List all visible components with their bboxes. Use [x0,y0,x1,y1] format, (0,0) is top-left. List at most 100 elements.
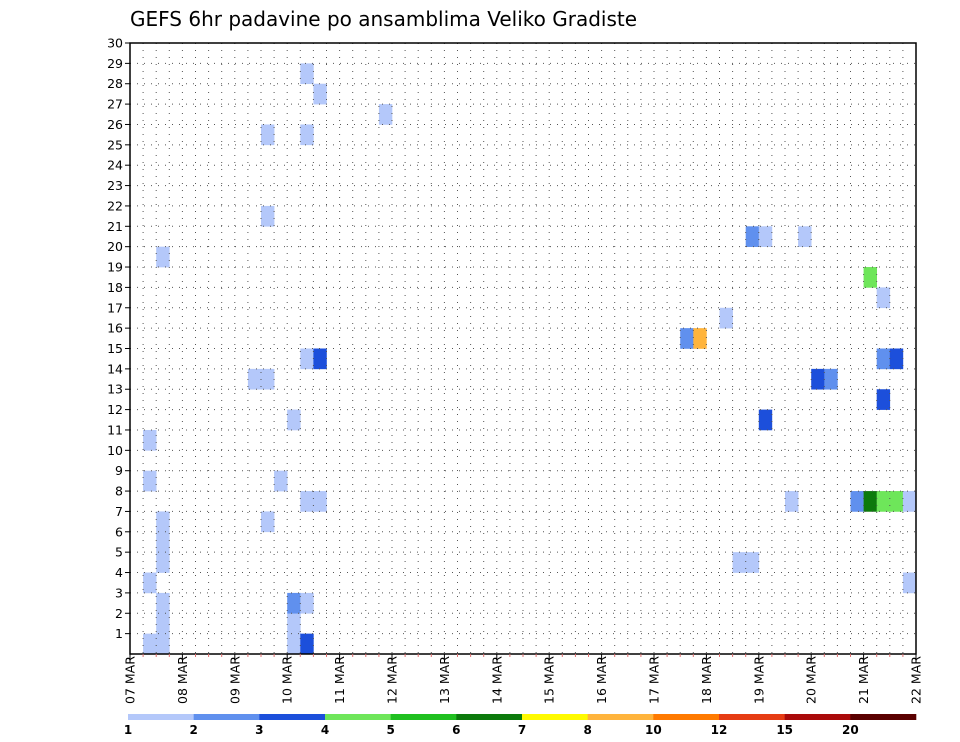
precip-cell [785,491,799,512]
y-tick-label: 8 [115,484,123,499]
precip-cell [850,491,864,512]
legend-label: 6 [452,723,460,737]
legend-swatch [259,714,326,720]
y-tick-label: 30 [107,36,123,51]
y-tick-label: 5 [115,545,123,560]
precip-cell [300,348,314,370]
precip-cell [143,429,157,451]
y-tick-label: 27 [107,97,123,112]
legend-label: 20 [842,723,859,737]
x-tick-label: 11 MAR [332,656,347,704]
precip-cell [156,633,170,655]
precip-cell [156,246,170,268]
precip-cell [313,491,327,512]
precip-cell [261,511,275,533]
precip-cell [300,124,314,146]
legend-swatch [193,714,260,720]
y-tick-label: 29 [107,56,123,71]
y-tick-label: 25 [107,137,123,152]
precip-cell [745,552,760,573]
y-tick-label: 15 [107,341,123,356]
x-axis: 07 MAR 08 MAR 09 MAR 10 MAR 11 MAR 12 MAR 13 M… [123,654,924,704]
precip-cell [902,491,917,512]
precip-cell [811,368,825,390]
x-tick-label: 16 MAR [594,656,609,704]
precip-cell [902,572,917,594]
chart-title: GEFS 6hr padavine po ansamblima Veliko G… [130,7,637,31]
legend-swatch [850,714,917,720]
y-tick-label: 1 [115,626,123,641]
y-tick-label: 17 [107,300,123,315]
y-tick-label: 22 [107,198,123,213]
y-tick-label: 11 [107,422,123,437]
precip-cell [889,348,904,370]
precip-cell [274,470,288,492]
legend-swatch [587,714,654,720]
y-tick-label: 10 [107,443,123,458]
x-tick-label: 17 MAR [647,656,662,704]
legend-swatch [128,714,194,720]
precip-cell [300,592,314,614]
precip-cell [156,552,170,573]
y-tick-label: 9 [115,463,123,478]
precip-cell [876,348,891,370]
legend-swatch [456,714,523,720]
data-cells [143,63,917,655]
x-tick-label: 20 MAR [804,656,819,704]
legend-swatch [719,714,785,720]
y-tick-label: 3 [115,585,123,600]
y-tick-label: 6 [115,524,123,539]
x-tick-label: 09 MAR [227,656,242,704]
y-tick-label: 12 [107,402,123,417]
precip-cell [876,287,891,309]
y-tick-label: 4 [115,565,123,580]
precip-cell [758,409,773,431]
precip-cell [863,491,877,512]
x-tick-label: 19 MAR [751,656,766,704]
precip-cell [143,572,157,594]
precip-cell [876,389,891,410]
legend-swatch [653,714,720,720]
precip-cell [693,328,707,349]
precip-cell [758,226,773,247]
legend-label: 15 [776,723,793,737]
y-tick-label: 28 [107,76,123,91]
precip-cell [287,409,301,431]
y-tick-label: 21 [107,219,123,234]
y-tick-label: 24 [107,158,123,173]
y-axis: 1234567891011121314151617181920212223242… [107,36,130,641]
precip-cell [300,633,314,655]
precip-cell [889,491,904,512]
precip-cell [680,328,694,349]
precip-cell [287,633,301,655]
y-tick-label: 26 [107,117,123,132]
precip-cell [745,226,760,247]
precip-cell [156,613,170,634]
precip-cell [863,267,877,288]
precip-cell [313,348,327,370]
legend-swatch [325,714,391,720]
precip-cell [287,592,301,614]
precip-cell [824,368,838,390]
precip-cell [313,83,327,105]
precip-cell [156,531,170,553]
x-tick-label: 12 MAR [385,656,400,704]
precip-cell [261,368,275,390]
y-tick-label: 20 [107,239,123,254]
color-legend: 1 2 3 4 5 6 7 8 10 12 15 20 [124,714,917,737]
x-tick-label: 10 MAR [280,656,295,704]
legend-swatch [390,714,457,720]
y-tick-label: 2 [115,606,123,621]
grid-lines [130,43,916,654]
precip-cell [719,307,733,329]
x-tick-label: 15 MAR [542,656,557,704]
y-tick-label: 13 [107,382,123,397]
x-tick-label: 08 MAR [175,656,190,704]
precip-cell [732,552,746,573]
legend-label: 1 [124,723,132,737]
precip-cell [300,63,314,85]
precip-cell [378,104,393,125]
legend-label: 2 [189,723,197,737]
legend-label: 7 [518,723,526,737]
